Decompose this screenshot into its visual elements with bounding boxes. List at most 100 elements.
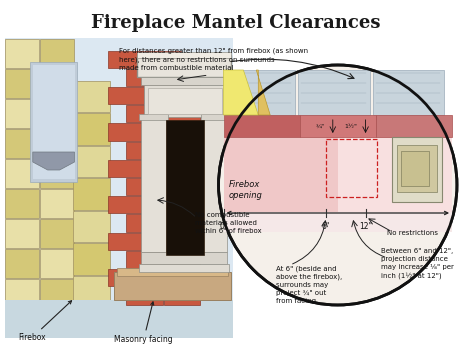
- Bar: [6, 188, 39, 217]
- Bar: [40, 98, 74, 127]
- Bar: [164, 142, 200, 159]
- Polygon shape: [256, 70, 270, 115]
- Bar: [108, 87, 144, 104]
- Text: At 6" (beside and
above the firebox),
surrounds may
project ¾" out
from facing: At 6" (beside and above the firebox), su…: [276, 265, 342, 304]
- Bar: [6, 68, 39, 97]
- Bar: [73, 146, 110, 177]
- Text: Firebox
opening: Firebox opening: [228, 180, 262, 200]
- Bar: [108, 51, 144, 68]
- Bar: [127, 251, 163, 268]
- Text: Fireplace Mantel Clearances: Fireplace Mantel Clearances: [91, 14, 380, 32]
- Bar: [127, 69, 163, 86]
- Bar: [127, 178, 163, 195]
- Bar: [145, 51, 181, 68]
- Bar: [108, 123, 144, 141]
- Bar: [108, 233, 144, 250]
- Bar: [300, 115, 376, 137]
- Bar: [137, 52, 231, 58]
- Bar: [164, 251, 200, 268]
- Polygon shape: [33, 152, 74, 170]
- Bar: [73, 113, 110, 144]
- Text: Masonry facing: Masonry facing: [114, 302, 173, 344]
- Bar: [145, 123, 181, 141]
- Text: Between 6" and 12",
projection distance
may increase ⅛" per
inch (1½" at 12"): Between 6" and 12", projection distance …: [382, 248, 455, 279]
- Bar: [139, 114, 168, 120]
- Bar: [224, 212, 452, 232]
- Bar: [6, 218, 39, 247]
- Bar: [127, 105, 163, 122]
- Bar: [40, 279, 74, 307]
- Bar: [376, 115, 452, 137]
- Bar: [224, 137, 338, 212]
- Bar: [73, 243, 110, 275]
- Bar: [139, 264, 229, 272]
- Text: 1½": 1½": [345, 124, 357, 128]
- Bar: [6, 38, 39, 67]
- Bar: [224, 70, 295, 115]
- Text: No combustible
materials allowed
within 6" of firebox: No combustible materials allowed within …: [195, 212, 261, 234]
- Bar: [397, 145, 437, 192]
- Bar: [164, 69, 200, 86]
- Bar: [108, 160, 144, 177]
- Bar: [40, 158, 74, 187]
- Bar: [33, 65, 74, 179]
- Bar: [30, 62, 77, 182]
- Bar: [148, 88, 221, 114]
- Bar: [166, 120, 204, 255]
- Bar: [141, 252, 228, 264]
- Bar: [141, 77, 228, 85]
- Bar: [127, 142, 163, 159]
- Bar: [73, 178, 110, 210]
- Bar: [40, 248, 74, 277]
- Bar: [164, 214, 200, 232]
- Bar: [73, 211, 110, 242]
- Bar: [40, 218, 74, 247]
- Bar: [392, 137, 442, 202]
- Bar: [6, 128, 39, 157]
- Bar: [40, 128, 74, 157]
- Bar: [145, 269, 181, 286]
- Circle shape: [219, 65, 457, 305]
- Bar: [117, 268, 228, 276]
- Bar: [40, 38, 74, 67]
- Polygon shape: [224, 70, 258, 115]
- Text: No restrictions: No restrictions: [387, 230, 438, 236]
- Bar: [137, 55, 231, 77]
- Bar: [6, 248, 39, 277]
- Bar: [401, 151, 429, 186]
- Bar: [144, 85, 226, 117]
- Bar: [145, 196, 181, 214]
- Bar: [164, 105, 200, 122]
- Bar: [5, 300, 234, 338]
- Bar: [40, 68, 74, 97]
- Bar: [373, 70, 444, 115]
- Text: For distances greater than 12" from firebox (as shown
here), there are no restri: For distances greater than 12" from fire…: [119, 48, 308, 71]
- Bar: [127, 214, 163, 232]
- Bar: [6, 158, 39, 187]
- Bar: [6, 279, 39, 307]
- Bar: [326, 139, 377, 197]
- Bar: [145, 160, 181, 177]
- Bar: [145, 87, 181, 104]
- Bar: [5, 38, 234, 333]
- Text: 6": 6": [322, 222, 330, 231]
- Text: 0": 0": [219, 222, 228, 231]
- Bar: [203, 117, 228, 252]
- Bar: [6, 98, 39, 127]
- Bar: [127, 287, 163, 304]
- Bar: [164, 178, 200, 195]
- Bar: [338, 137, 452, 212]
- Bar: [108, 196, 144, 214]
- Bar: [73, 81, 110, 112]
- Bar: [298, 70, 370, 115]
- Bar: [73, 276, 110, 307]
- Bar: [145, 233, 181, 250]
- Bar: [164, 287, 200, 304]
- Text: Firebox: Firebox: [18, 301, 72, 342]
- Bar: [108, 269, 144, 286]
- Text: ¾": ¾": [316, 124, 325, 128]
- Bar: [141, 117, 166, 252]
- Bar: [114, 272, 231, 300]
- Bar: [201, 114, 229, 120]
- Bar: [224, 115, 300, 137]
